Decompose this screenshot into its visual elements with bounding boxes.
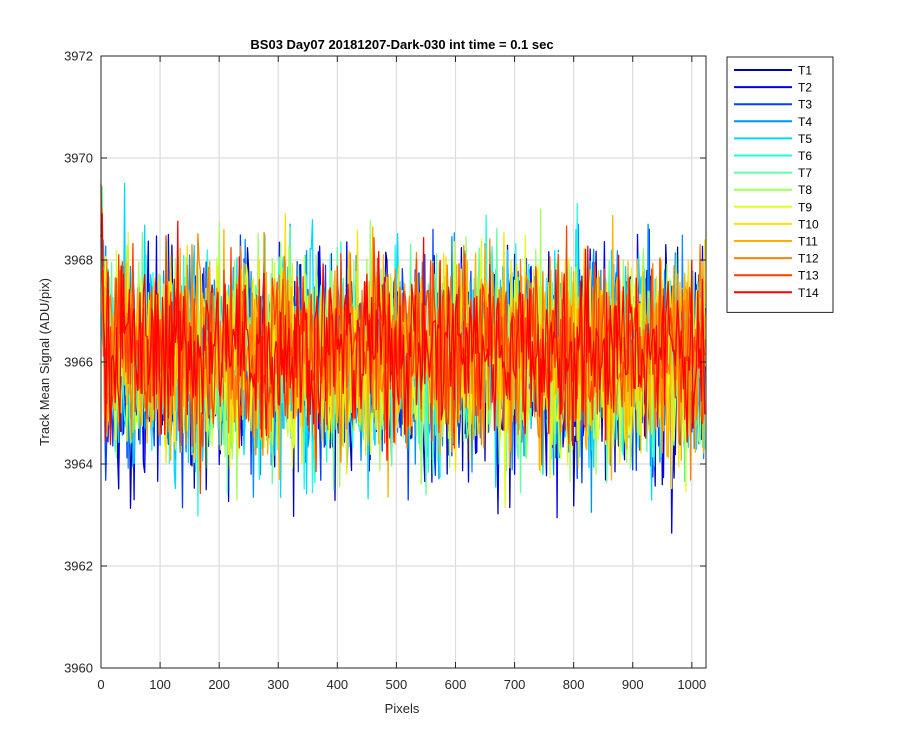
series-line-t14 <box>100 213 706 461</box>
x-tick-label: 400 <box>326 677 348 692</box>
legend-label-t1: T1 <box>798 64 812 78</box>
legend-label-t12: T12 <box>798 252 819 266</box>
series-layer <box>100 182 706 534</box>
x-tick-label: 300 <box>267 677 289 692</box>
x-tick-label: 700 <box>504 677 526 692</box>
y-tick-label: 3960 <box>64 661 93 676</box>
x-tick-label: 200 <box>208 677 230 692</box>
y-tick-label: 3964 <box>64 457 93 472</box>
x-tick-label: 900 <box>622 677 644 692</box>
legend: T1 T2 T3 T4 T5 T6 T7 T8 T9 T10 T11 T12 T13 T14 <box>726 56 834 313</box>
legend-label-t7: T7 <box>798 166 812 180</box>
x-tick-label: 1000 <box>677 677 706 692</box>
x-axis-label: Pixels <box>385 701 420 716</box>
x-tick-label: 0 <box>97 677 104 692</box>
legend-label-t13: T13 <box>798 269 819 283</box>
y-tick-label: 3972 <box>64 49 93 64</box>
x-tick-label: 800 <box>563 677 585 692</box>
chart-title: BS03 Day07 20181207-Dark-030 int time = … <box>250 37 553 52</box>
y-tick-label: 3962 <box>64 559 93 574</box>
legend-label-t9: T9 <box>798 200 812 214</box>
legend-label-t5: T5 <box>798 132 812 146</box>
series-line-t13 <box>100 183 706 495</box>
legend-label-t10: T10 <box>798 217 819 231</box>
legend-box <box>726 56 834 313</box>
x-tick-label: 600 <box>445 677 467 692</box>
legend-label-t2: T2 <box>798 81 812 95</box>
legend-label-t4: T4 <box>798 115 812 129</box>
legend-label-t11: T11 <box>798 235 818 249</box>
axes: 0 100 200 300 400 500 600 700 800 900 1000 3960 3962… <box>64 49 707 692</box>
legend-label-t3: T3 <box>798 98 812 112</box>
legend-label-t14: T14 <box>798 286 819 300</box>
y-axis-label: Track Mean Signal (ADU/pix) <box>37 278 52 446</box>
x-tick-label: 500 <box>386 677 408 692</box>
y-tick-label: 3970 <box>64 151 93 166</box>
x-tick-label: 100 <box>149 677 171 692</box>
y-tick-label: 3966 <box>64 355 93 370</box>
legend-label-t6: T6 <box>798 149 812 163</box>
y-tick-label: 3968 <box>64 253 93 268</box>
legend-label-t8: T8 <box>798 183 812 197</box>
